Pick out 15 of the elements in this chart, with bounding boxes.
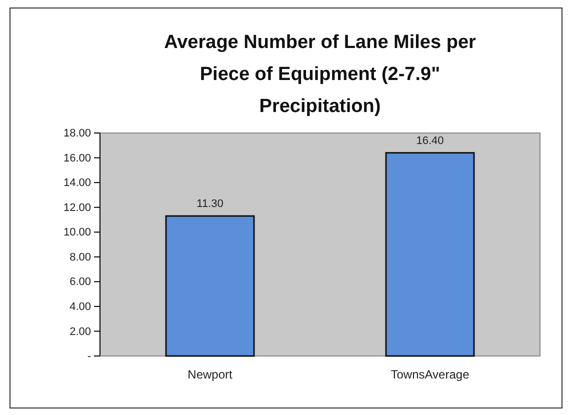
x-tick-label: TownsAverage: [390, 368, 470, 382]
y-tick-label: 16.00: [63, 152, 91, 164]
y-tick-label: 18.00: [63, 128, 91, 140]
data-label: 16.40: [416, 134, 444, 147]
y-tick-label: 14.00: [63, 177, 91, 190]
y-tick-label: 2.00: [70, 326, 91, 338]
y-tick-label: 10.00: [63, 226, 91, 239]
chart-title: Average Number of Lane Miles per Piece of Equipment (2-7.9" Precipitation): [164, 32, 477, 117]
data-label: 11.30: [196, 198, 224, 210]
x-tick-label: Newport: [188, 368, 234, 382]
y-tick-label: 12.00: [63, 202, 91, 214]
y-tick-label: 4.00: [70, 300, 91, 313]
y-tick-label: 8.00: [70, 251, 91, 264]
y-tick-label: -: [87, 350, 92, 363]
y-tick-label: 6.00: [70, 276, 91, 288]
